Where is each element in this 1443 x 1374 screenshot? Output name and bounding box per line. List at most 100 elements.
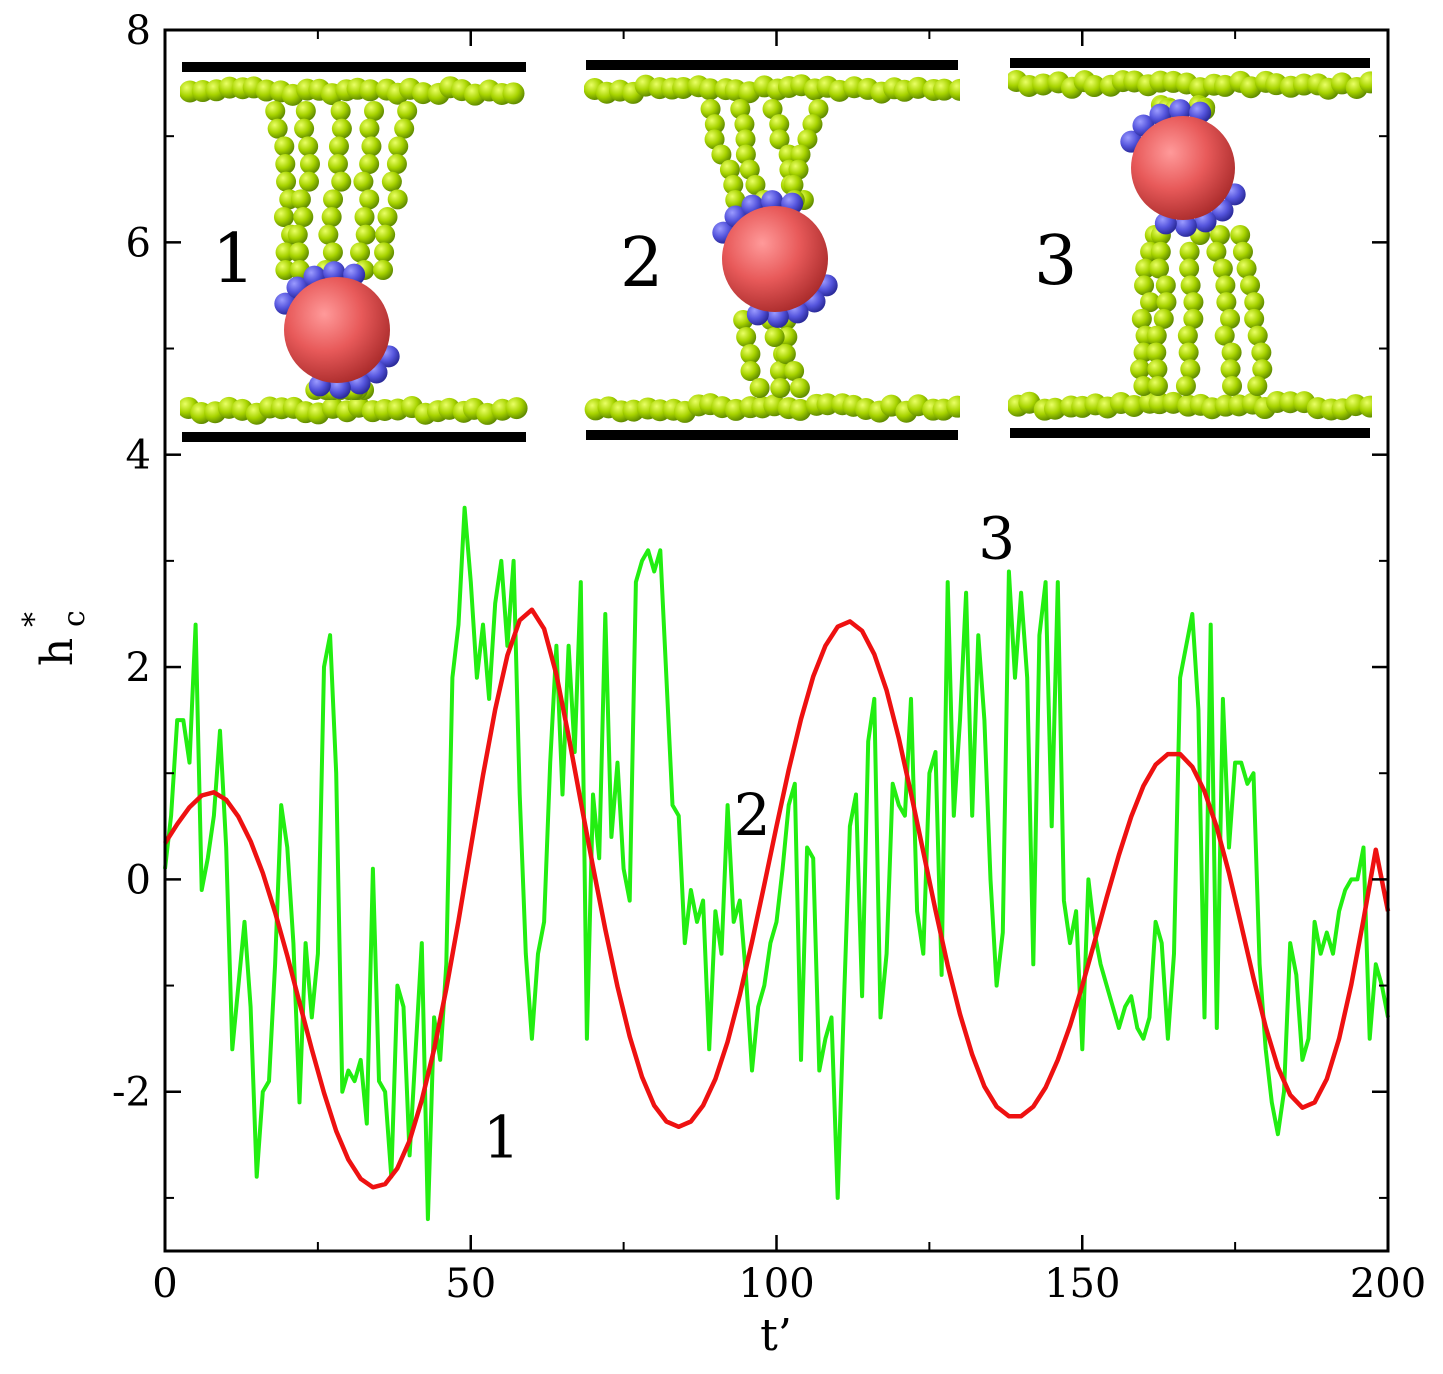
green-bead: [275, 260, 296, 280]
green-bead: [783, 174, 804, 195]
green-bead: [295, 101, 316, 121]
green-bead: [374, 242, 395, 263]
green-bead: [784, 361, 805, 381]
green-bead: [735, 144, 756, 165]
series-layer: [163, 505, 1391, 1222]
green-bead: [790, 144, 811, 165]
green-bead: [1177, 325, 1198, 346]
green-bead: [1183, 292, 1204, 313]
green-bead: [1179, 258, 1200, 279]
green-bead: [1206, 241, 1227, 262]
y-axis-label-subscript: c: [57, 610, 92, 627]
green-bead: [1146, 325, 1167, 346]
green-bead: [288, 242, 309, 263]
green-bead: [1140, 292, 1161, 313]
green-bead: [1244, 308, 1265, 329]
x-tick-label: 200: [1350, 1261, 1426, 1307]
blue-bead: [1169, 99, 1192, 122]
green-bead: [770, 378, 791, 398]
green-bead: [788, 159, 809, 180]
green-bead: [808, 99, 829, 119]
green-bead: [725, 190, 746, 210]
green-bead: [353, 171, 374, 192]
green-bead: [298, 136, 319, 157]
green-bead: [1252, 359, 1273, 380]
bead-chains-1: [265, 101, 418, 400]
green-bead: [386, 154, 407, 174]
green-bead: [327, 154, 348, 174]
green-bead: [1180, 275, 1201, 296]
green-bead: [323, 189, 344, 210]
green-bead: [700, 99, 721, 119]
green-bead: [267, 118, 288, 139]
green-bead: [1222, 376, 1243, 396]
bottom-bead-layer-3: [1008, 391, 1372, 421]
y-tick-label: 2: [126, 645, 151, 691]
green-bead: [1153, 308, 1174, 329]
green-bead: [1147, 359, 1168, 380]
green-bead: [287, 224, 308, 245]
top-wall-1: [182, 62, 526, 72]
y-tick-label: 4: [126, 433, 151, 479]
snapshot-panel-1: [180, 62, 528, 442]
green-bead: [359, 79, 382, 102]
green-bead: [412, 82, 435, 105]
green-bead: [274, 136, 295, 157]
annotation-3: 3: [978, 505, 1015, 573]
green-bead: [739, 159, 760, 180]
green-bead: [1134, 275, 1155, 296]
green-bead: [740, 361, 761, 381]
green-bead: [1183, 308, 1204, 329]
green-bead: [394, 118, 415, 139]
green-bead: [1083, 75, 1106, 98]
blue-bead: [1174, 214, 1197, 237]
green-bead: [1220, 308, 1241, 329]
green-bead: [293, 207, 314, 227]
green-bead: [322, 242, 343, 263]
green-bead: [1135, 258, 1156, 279]
bead-chains-3: [1120, 95, 1273, 396]
annotation-2: 2: [734, 781, 771, 849]
green-bead: [331, 171, 352, 192]
bottom-bead-layer-1: [180, 395, 528, 425]
green-bead: [1044, 397, 1067, 420]
green-bead: [1131, 308, 1152, 329]
green-bead: [1209, 225, 1230, 245]
green-bead: [276, 171, 297, 192]
top-wall-2: [586, 60, 958, 70]
green-bead: [769, 361, 790, 381]
green-bead: [1214, 325, 1235, 346]
green-bead: [265, 101, 286, 121]
green-bead: [1220, 359, 1241, 380]
snapshot-panel-3: [1008, 58, 1372, 438]
green-bead: [735, 129, 756, 150]
green-bead: [1215, 275, 1236, 296]
y-axis-label-main: h: [32, 638, 83, 666]
green-bead: [1179, 241, 1200, 262]
green-bead: [359, 189, 380, 210]
snapshot-label-3: 3: [1034, 222, 1077, 301]
green-bead: [1251, 342, 1272, 363]
green-bead: [1244, 292, 1265, 313]
snapshot-panel-2: [584, 60, 960, 440]
green-bead: [330, 101, 351, 121]
y-tick-label: -2: [112, 1070, 151, 1116]
green-bead: [1247, 325, 1268, 346]
snapshot-label-1: 1: [212, 220, 255, 299]
green-bead: [321, 207, 342, 227]
green-bead: [734, 114, 755, 135]
green-bead: [294, 118, 315, 139]
green-bead: [764, 327, 785, 347]
x-tick-label: 150: [1044, 1261, 1120, 1307]
green-bead: [1175, 376, 1196, 396]
green-bead: [948, 78, 960, 101]
y-tick-label: 6: [126, 220, 151, 266]
green-bead: [946, 395, 960, 418]
bottom-wall-3: [1010, 428, 1370, 438]
green-bead: [1155, 275, 1176, 296]
green-bead: [704, 129, 725, 150]
green-bead: [298, 171, 319, 192]
green-bead: [789, 378, 810, 398]
green-bead: [797, 129, 818, 150]
green-bead: [698, 78, 721, 101]
